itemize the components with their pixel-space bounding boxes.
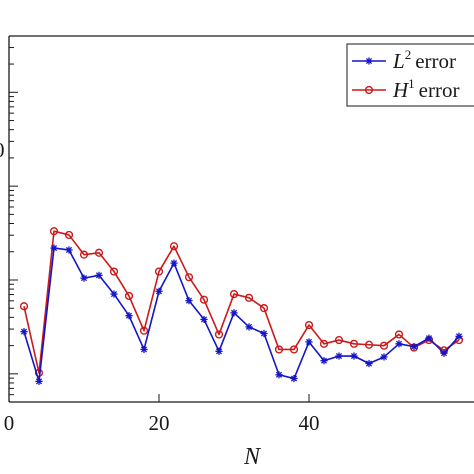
data-point-l2 <box>215 347 223 355</box>
y-tick-label-fragment: 0 <box>0 138 5 162</box>
data-point-l2 <box>440 349 448 357</box>
x-tick-label: 20 <box>149 411 170 435</box>
data-point-l2 <box>95 271 103 279</box>
data-point-h1 <box>394 330 404 339</box>
data-point-l2 <box>155 287 163 295</box>
legend-h1-marker-shape <box>364 85 374 95</box>
data-point-l2 <box>170 259 178 267</box>
data-point-l2 <box>455 332 463 340</box>
data-point-l2 <box>425 334 433 342</box>
data-point-h1 <box>64 230 74 240</box>
data-point-l2 <box>200 315 208 324</box>
data-point-h1 <box>364 340 374 349</box>
data-point-h1 <box>49 227 59 236</box>
data-point-h1 <box>259 304 269 313</box>
data-point-l2 <box>65 246 73 254</box>
legend-l2-symbol: L <box>392 49 405 73</box>
data-point-l2 <box>380 353 388 361</box>
data-point-l2 <box>290 374 298 383</box>
x-axis-title: N <box>243 444 262 470</box>
data-point-l2 <box>350 352 358 360</box>
series-line-l2 <box>23 247 460 383</box>
data-point-h1 <box>109 267 119 276</box>
data-point-l2 <box>140 345 148 354</box>
legend-l2-word: error <box>415 49 456 73</box>
data-point-h1 <box>229 289 239 299</box>
legend-h1-sup: 1 <box>408 76 415 91</box>
legend-h1-marker <box>364 85 374 95</box>
data-point-l2 <box>365 359 373 368</box>
legend-l2-marker-shape <box>365 57 373 65</box>
data-point-h1 <box>349 339 359 348</box>
data-point-h1 <box>169 242 179 251</box>
data-point-l2 <box>230 309 238 317</box>
data-point-l2 <box>275 371 283 379</box>
data-point-h1 <box>304 320 314 330</box>
data-point-h1 <box>19 302 29 311</box>
data-point-h1 <box>319 339 329 348</box>
data-point-h1 <box>184 273 194 282</box>
data-point-h1 <box>379 341 389 350</box>
legend-entry-l2: L2 error <box>352 47 456 73</box>
data-point-h1 <box>244 293 254 302</box>
legend-h1-word: error <box>419 78 460 102</box>
legend-l2-marker <box>365 57 373 65</box>
data-point-h1 <box>154 267 164 276</box>
data-point-l2 <box>245 323 253 331</box>
data-point-l2 <box>50 244 58 252</box>
data-point-l2 <box>335 352 343 360</box>
data-point-h1 <box>199 295 209 304</box>
legend: L2 error H1 error <box>346 43 474 107</box>
x-tick-label: 40 <box>299 411 320 435</box>
x-tick-label: 0 <box>4 411 15 435</box>
data-point-l2 <box>395 340 403 348</box>
series-h1 <box>19 227 464 378</box>
data-point-h1 <box>274 345 284 354</box>
legend-l2-label: L2 error <box>392 47 456 73</box>
data-point-h1 <box>289 345 299 354</box>
data-point-l2 <box>320 357 328 365</box>
data-point-l2 <box>125 312 133 320</box>
series-layer <box>19 227 464 385</box>
legend-entry-h1: H1 error <box>352 76 459 102</box>
data-point-l2 <box>110 290 118 298</box>
data-point-l2 <box>410 343 418 351</box>
data-point-h1 <box>214 330 224 339</box>
data-point-l2 <box>20 328 28 336</box>
legend-l2-sup: 2 <box>405 47 412 62</box>
x-ticks: 0 20 40 <box>4 394 320 435</box>
data-point-h1 <box>334 335 344 345</box>
data-point-h1 <box>94 248 104 257</box>
series-line-h1 <box>23 230 460 374</box>
series-l2 <box>20 244 463 385</box>
data-point-l2 <box>185 297 193 305</box>
data-point-l2 <box>80 274 88 282</box>
data-point-h1 <box>124 291 134 301</box>
data-point-h1 <box>139 326 149 335</box>
legend-box <box>346 43 474 107</box>
legend-h1-symbol: H <box>392 78 410 102</box>
data-point-l2 <box>260 329 268 338</box>
data-point-l2 <box>35 377 43 385</box>
data-point-h1 <box>79 250 89 259</box>
legend-h1-label: H1 error <box>392 76 459 102</box>
data-point-l2 <box>305 338 313 346</box>
y-minor-ticks <box>9 47 18 396</box>
